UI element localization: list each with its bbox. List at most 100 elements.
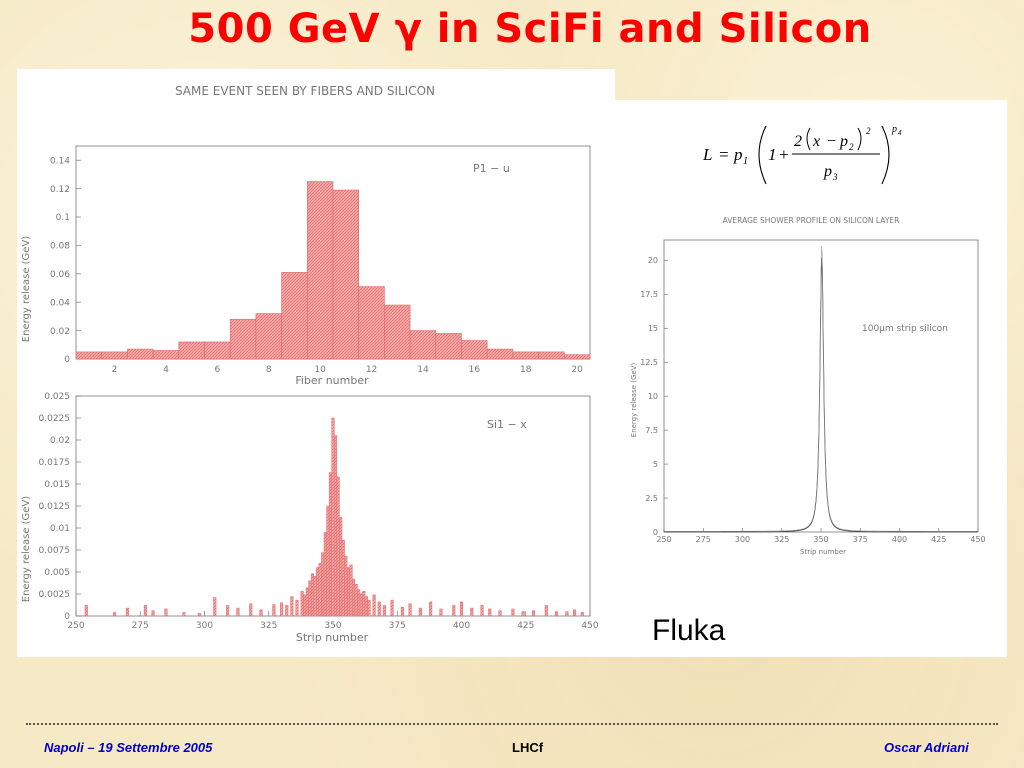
x-tick-label: 275 [132, 621, 149, 631]
x-tick-label: 300 [735, 535, 750, 544]
silicon-strip-histogram: Si1 − x Strip number Energy release (GeV… [21, 392, 599, 644]
strip-bar [367, 599, 371, 617]
y-axis-label: Energy release (GeV) [21, 236, 32, 342]
y-tick-label: 0.0125 [39, 502, 71, 512]
strip-bar [580, 612, 584, 617]
x-tick-label: 18 [520, 365, 532, 375]
strip-bar [382, 605, 386, 617]
strip-bar [213, 597, 217, 617]
x-tick-label: 250 [67, 621, 84, 631]
formula-p1-sub: 1 [743, 156, 748, 167]
strip-bar [272, 604, 276, 617]
fiber-bar [435, 333, 462, 360]
strip-bar [344, 555, 348, 617]
fiber-bar [563, 354, 591, 360]
strip-bar [531, 610, 535, 617]
strip-bar [334, 435, 338, 617]
x-tick-label: 6 [214, 365, 220, 375]
y-tick-label: 7.5 [645, 426, 658, 435]
strip-bar [151, 610, 155, 617]
formula-x: x [812, 133, 820, 150]
y-tick-label: 0.02 [50, 436, 70, 446]
strip-bar [429, 601, 433, 617]
strip-bar [300, 591, 304, 617]
fiber-bar [255, 313, 282, 360]
fit-formula: L = p 1 1 + 2 x − p 2 2 p 3 p 4 [702, 124, 902, 185]
y-tick-label: 17.5 [640, 290, 658, 299]
chart-annotation: P1 − u [473, 162, 510, 175]
x-tick-label: 12 [366, 365, 377, 375]
strip-bar [318, 562, 322, 617]
strip-bar [236, 607, 240, 617]
shower-profile-chart: AVERAGE SHOWER PROFILE ON SILICON LAYER … [630, 216, 986, 556]
y-tick-label: 0.0025 [39, 590, 71, 600]
strip-bar [418, 607, 422, 617]
strip-bar [290, 596, 294, 617]
strip-bar [339, 517, 343, 617]
x-tick-label: 400 [453, 621, 470, 631]
formula-coef: 2 [794, 133, 802, 150]
strip-bar [377, 601, 381, 617]
strip-bar [544, 605, 548, 617]
strip-bar [459, 601, 464, 617]
strip-bar [336, 476, 340, 617]
strip-bar [408, 603, 412, 617]
strip-bar [439, 608, 443, 617]
x-tick-label: 425 [931, 535, 946, 544]
chart-annotation: Si1 − x [487, 418, 527, 431]
strip-bar [143, 605, 147, 617]
x-tick-label: 8 [266, 365, 272, 375]
strip-bar [316, 567, 320, 617]
strip-bar [321, 552, 325, 617]
x-tick-label: 375 [853, 535, 868, 544]
slide-title: 500 GeV γ in SciFi and Silicon [188, 6, 872, 52]
strip-bar [259, 609, 263, 617]
x-tick-label: 20 [571, 365, 583, 375]
left-paren [758, 125, 767, 185]
formula-plus: + [778, 145, 789, 164]
profile-data-line [664, 245, 978, 532]
strip-bar [313, 576, 317, 617]
footer-divider [26, 723, 998, 725]
y-tick-label: 0.01 [50, 524, 70, 534]
chart-title: AVERAGE SHOWER PROFILE ON SILICON LAYER [723, 216, 900, 225]
strip-bar [280, 602, 284, 617]
x-tick-label: 450 [581, 621, 598, 631]
fiber-histogram: SAME EVENT SEEN BY FIBERS AND SILICON P1… [21, 84, 591, 387]
x-axis-label: Fiber number [295, 374, 369, 387]
strip-bar [323, 532, 327, 617]
svg-text:=: = [718, 145, 729, 164]
x-tick-label: 350 [813, 535, 828, 544]
strip-bar [521, 611, 525, 617]
x-tick-label: 425 [517, 621, 534, 631]
fiber-bar [306, 181, 334, 360]
strip-bar [328, 472, 332, 617]
y-tick-label: 0.0075 [39, 546, 71, 556]
x-tick-label: 2 [112, 365, 118, 375]
formula-minus: − [826, 133, 837, 150]
strip-bar [113, 612, 117, 617]
strip-bar [295, 599, 299, 617]
y-tick-label: 0 [64, 612, 70, 622]
strip-bar [326, 505, 330, 617]
x-axis-label: Strip number [800, 548, 846, 556]
strip-bar [349, 564, 353, 617]
x-tick-label: 4 [163, 365, 169, 375]
y-tick-label: 0.14 [50, 156, 70, 166]
y-tick-label: 0.12 [50, 185, 70, 195]
strip-bar [125, 607, 129, 617]
strip-bar [341, 540, 345, 617]
strip-bar [285, 605, 289, 617]
strip-bar [359, 593, 363, 617]
strip-bar [84, 605, 88, 617]
y-tick-label: 0 [64, 355, 70, 365]
y-tick-label: 0.08 [50, 242, 70, 252]
formula-sq: 2 [866, 126, 871, 136]
strip-bar [364, 596, 368, 617]
x-tick-label: 375 [389, 621, 406, 631]
strip-bar [488, 608, 492, 617]
y-tick-label: 0.025 [44, 392, 70, 402]
x-tick-label: 350 [324, 621, 341, 631]
formula-p3: p [823, 163, 832, 180]
x-tick-label: 250 [656, 535, 671, 544]
